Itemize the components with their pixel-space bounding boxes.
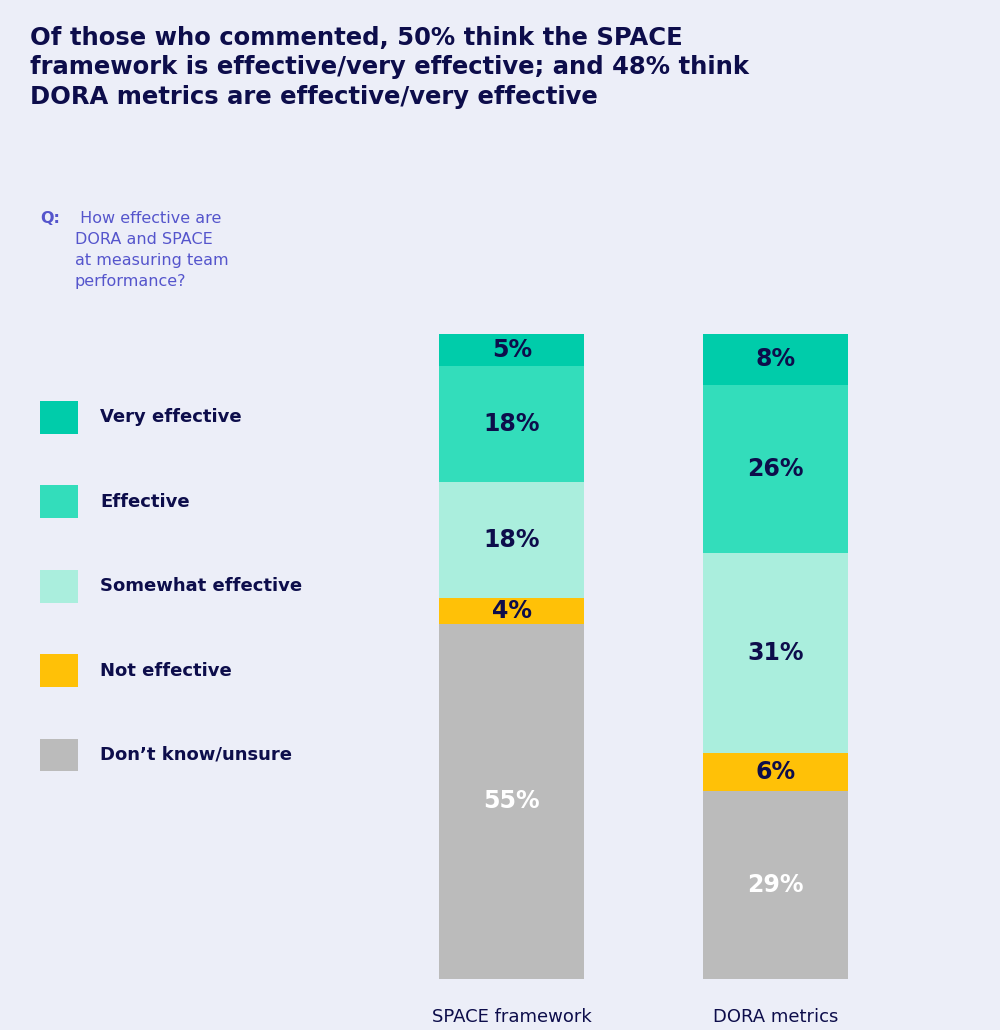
Text: 18%: 18%	[484, 412, 540, 436]
Text: 29%: 29%	[747, 873, 804, 897]
Text: 55%: 55%	[484, 789, 540, 813]
Text: 5%: 5%	[492, 338, 532, 362]
Bar	[439, 366, 584, 482]
Bar	[703, 334, 848, 385]
Bar	[703, 385, 848, 553]
Text: Effective: Effective	[100, 492, 190, 511]
Bar	[439, 624, 584, 978]
Bar	[439, 598, 584, 624]
Text: 8%: 8%	[755, 347, 796, 372]
Bar	[703, 553, 848, 753]
Bar	[703, 791, 848, 978]
Text: Somewhat effective: Somewhat effective	[100, 577, 302, 595]
Text: 18%: 18%	[484, 528, 540, 552]
Text: Not effective: Not effective	[100, 661, 232, 680]
Text: SPACE framework: SPACE framework	[432, 1007, 592, 1026]
Bar	[439, 482, 584, 598]
Text: 26%: 26%	[747, 457, 804, 481]
Text: DORA metrics: DORA metrics	[713, 1007, 838, 1026]
Text: 6%: 6%	[755, 760, 796, 784]
Bar	[439, 334, 584, 366]
Text: How effective are
DORA and SPACE
at measuring team
performance?: How effective are DORA and SPACE at meas…	[75, 211, 229, 289]
Text: Very effective: Very effective	[100, 408, 242, 426]
Text: Of those who commented, 50% think the SPACE
framework is effective/very effectiv: Of those who commented, 50% think the SP…	[30, 26, 749, 109]
Bar	[703, 753, 848, 791]
Text: 4%: 4%	[492, 598, 532, 623]
Text: Don’t know/unsure: Don’t know/unsure	[100, 746, 292, 764]
Text: 31%: 31%	[747, 641, 804, 664]
Text: Q:: Q:	[40, 211, 60, 227]
